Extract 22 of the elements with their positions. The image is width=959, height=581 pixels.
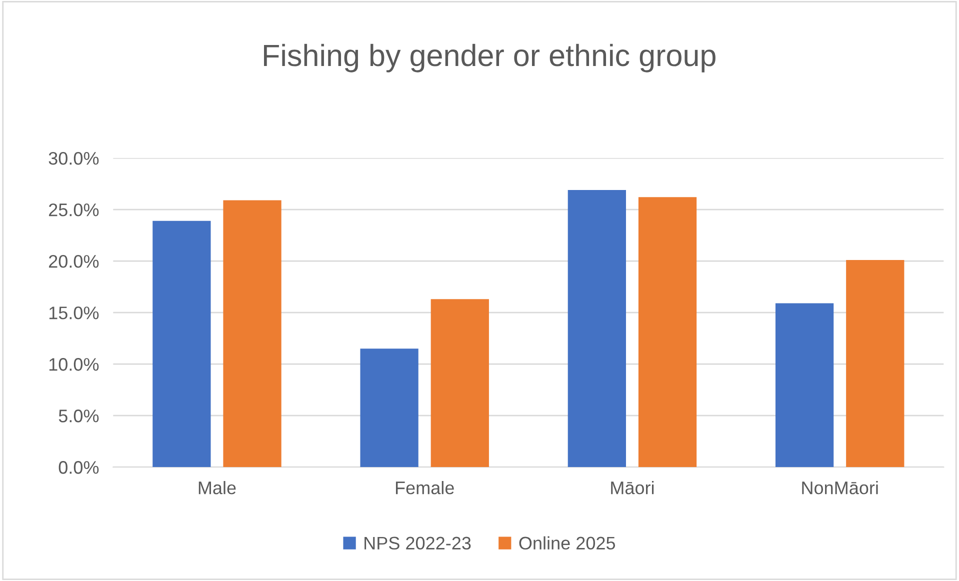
bar	[223, 200, 282, 468]
x-tick-label: Male	[198, 481, 236, 494]
bar	[568, 190, 626, 468]
chart-title: Fishing by gender or ethnic group	[264, 44, 716, 72]
bar	[638, 197, 697, 468]
y-tick-label: 30.0%	[48, 152, 99, 165]
bar	[775, 303, 834, 468]
bar	[846, 260, 904, 468]
y-tick-label: 10.0%	[49, 358, 99, 371]
legend-label: Online 2025	[519, 536, 616, 550]
x-tick-label: NonMāori	[802, 481, 878, 494]
y-tick-label: 5.0%	[58, 410, 99, 422]
y-tick-label: 25.0%	[48, 203, 99, 216]
bar	[152, 220, 211, 468]
legend-label: NPS 2022-23	[364, 536, 471, 550]
y-tick-label: 15.0%	[49, 306, 99, 320]
y-tick-label: 0.0%	[58, 461, 99, 474]
bar	[360, 348, 418, 468]
bar	[430, 299, 489, 468]
x-tick-label: Female	[396, 481, 454, 494]
y-tick-label: 20.0%	[48, 254, 99, 268]
x-tick-label: Māori	[611, 481, 654, 494]
